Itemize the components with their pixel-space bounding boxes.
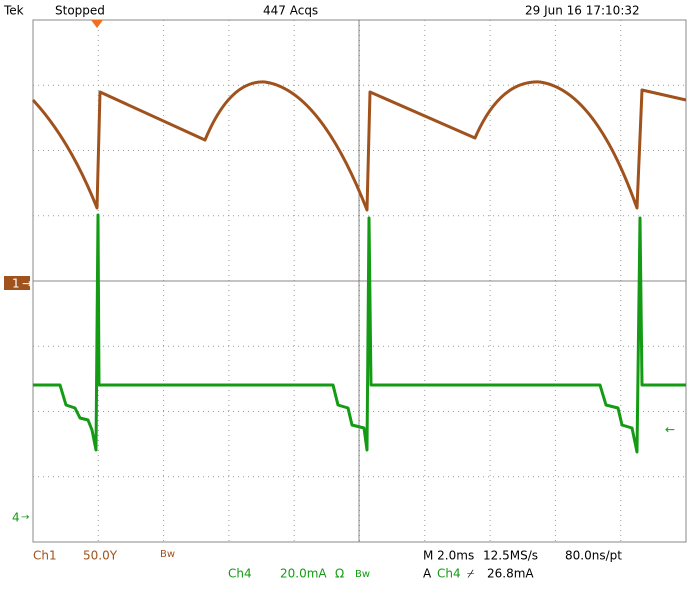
trigger-mode: A <box>423 567 432 581</box>
ch4-offscreen-arrow: ← <box>665 423 675 437</box>
ch1-marker-arrow: → <box>22 277 32 291</box>
trigger-source: Ch4 <box>437 567 461 581</box>
ch4-marker-arrow: → <box>21 512 29 523</box>
trigger-slope: ⌿ <box>467 567 474 581</box>
ch1-scale: 50.0Y <box>83 549 118 563</box>
ch1-bandwidth: Bw <box>160 549 175 560</box>
acquisitions: 447 Acqs <box>263 4 318 18</box>
ch1-marker-box <box>4 276 30 290</box>
ch4-impedance: Ω <box>335 567 344 581</box>
ch1-trace <box>31 80 687 212</box>
ch1-name: Ch1 <box>33 549 57 563</box>
timestamp: 29 Jun 16 17:10:32 <box>525 4 640 18</box>
ch4-scale: 20.0mA <box>280 567 327 581</box>
ch1-marker: 1 <box>12 277 20 291</box>
ch4-bandwidth: Bw <box>355 569 370 580</box>
brand: Tek <box>3 4 24 18</box>
graticule <box>32 19 687 543</box>
ch4-marker: 4 <box>12 511 20 525</box>
ch4-trace <box>33 213 686 454</box>
resolution: 80.0ns/pt <box>565 549 622 563</box>
horizontal-scale: M 2.0ms <box>423 549 474 563</box>
trigger-position <box>91 20 103 28</box>
trigger-level: 26.8mA <box>487 567 534 581</box>
sample-rate: 12.5MS/s <box>483 549 538 563</box>
status: Stopped <box>55 4 105 18</box>
ch4-name: Ch4 <box>228 567 252 581</box>
